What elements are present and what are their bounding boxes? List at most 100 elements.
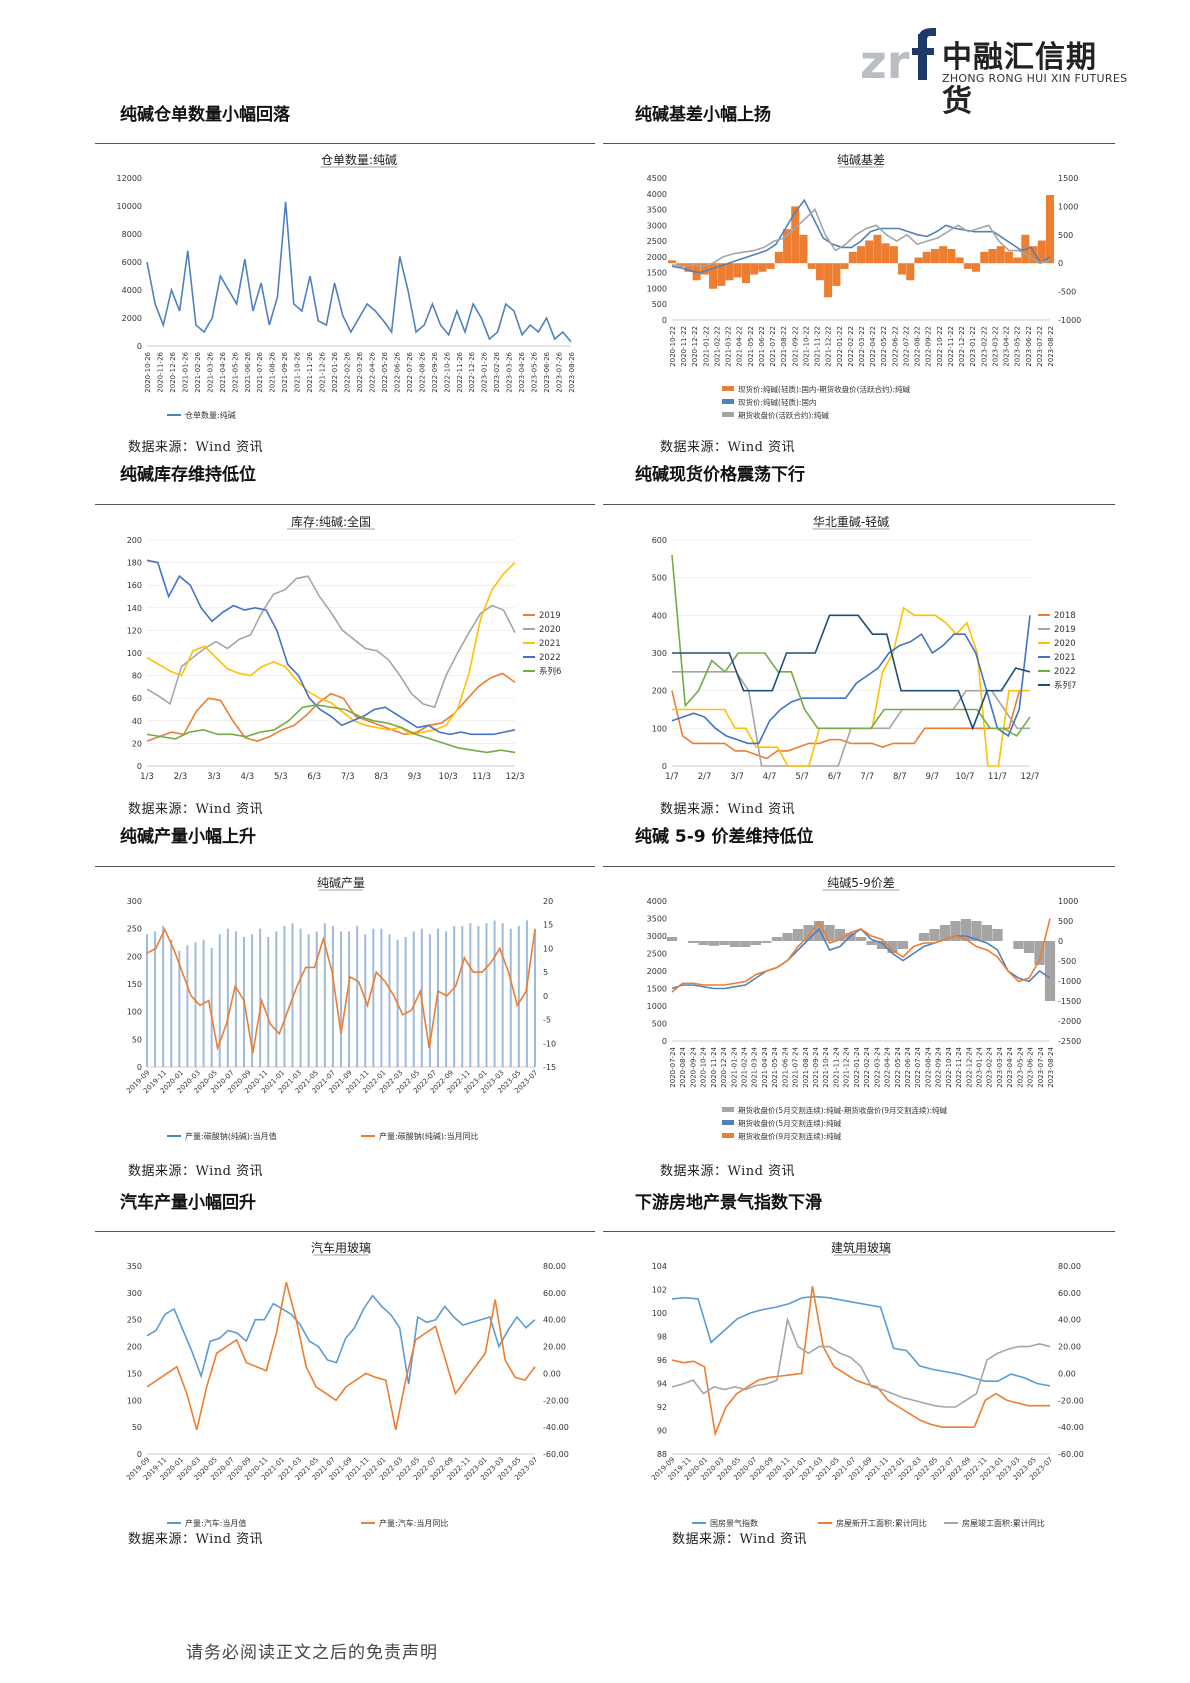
y2-tick-label: -1000 (1058, 977, 1081, 986)
area-bar (667, 260, 677, 264)
x-tick-label: 2022-10-22 (936, 326, 944, 367)
bar (291, 923, 294, 1067)
y2-tick-label: 80.00 (1058, 1262, 1081, 1271)
x-tick-label: 2021-03-24 (751, 1046, 759, 1087)
y-tick-label: 120 (127, 626, 142, 635)
x-tick-label: 2022-03-26 (356, 351, 364, 392)
y2-tick-label: 60.00 (543, 1289, 566, 1298)
x-tick-label: 2021-06-24 (781, 1046, 789, 1087)
x-tick-label: 2022-09-24 (935, 1046, 943, 1087)
y-tick-label: 1500 (647, 985, 667, 994)
area-bar (792, 929, 804, 941)
area-bar (766, 263, 775, 269)
x-tick-label: 2020-10-24 (700, 1046, 708, 1087)
chart-container: 库存:纯碱:全国 0 20 40 60 80 100 120 140 160 180 200 1/3 2/… (105, 510, 585, 786)
y-tick-label: 200 (127, 952, 142, 961)
x-tick-label: 7/3 (341, 772, 355, 782)
y-tick-label: 4000 (647, 190, 667, 199)
x-tick-label: 11/3 (472, 772, 491, 782)
logo-mark-f-stem (918, 34, 927, 80)
data-source-note: 数据来源：Wind 资讯 (128, 440, 264, 455)
legend-label: 产量:碳酸钠(纯碱):当月值 (185, 1131, 277, 1141)
area-bar (708, 941, 720, 946)
x-tick-label: 2021-01-24 (730, 1046, 738, 1087)
area-bar (832, 263, 841, 286)
x-tick-label: 2022-05-24 (894, 1046, 902, 1087)
x-tick-label: 2022-01-26 (331, 351, 339, 392)
disclaimer-footer: 请务必阅读正文之后的免责声明 (186, 1643, 438, 1663)
x-tick-label: 12/3 (505, 772, 524, 782)
y-tick-label: 2000 (647, 967, 667, 976)
x-tick-label: 2022-02-24 (863, 1046, 871, 1087)
area-bar (758, 263, 767, 272)
x-tick-label: 2022-03-22 (858, 326, 866, 367)
x-tick-label: 2020-11-22 (680, 326, 688, 367)
data-source-note: 数据来源：Wind 资讯 (128, 802, 264, 817)
area-bar (783, 229, 792, 264)
bar (493, 920, 496, 1067)
area-bar (1044, 941, 1056, 1001)
bar (307, 934, 310, 1067)
legend-swatch (722, 399, 734, 404)
y-tick-label: 20 (132, 739, 142, 748)
x-tick-label: 2/3 (174, 772, 188, 782)
area-bar (873, 234, 882, 264)
y-tick-label: 100 (127, 1396, 142, 1405)
area-bar (729, 941, 741, 947)
data-source-note: 数据来源：Wind 资讯 (128, 1164, 264, 1179)
area-bar (980, 251, 989, 264)
y-tick-label: 40 (132, 717, 142, 726)
y2-tick-label: 0 (1058, 937, 1063, 946)
x-tick-label: 12/7 (1020, 772, 1039, 782)
legend-label: 房屋竣工面积:累计同比 (962, 1518, 1045, 1528)
section-rule (95, 866, 595, 867)
bar (501, 923, 504, 1067)
chart-title: 纯碱5-9价差 (827, 876, 895, 890)
bar (259, 928, 262, 1067)
y-tick-label: 0 (137, 762, 142, 771)
section-title: 纯碱基差小幅上扬 (635, 105, 771, 125)
area-bar (881, 243, 890, 264)
area-bar (761, 941, 772, 943)
area-bar (807, 263, 816, 269)
legend-label: 产量:碳酸钠(纯碱):当月同比 (379, 1131, 479, 1141)
x-tick-label: 2022-10-24 (945, 1046, 953, 1087)
x-tick-label: 2022-01-24 (853, 1046, 861, 1087)
x-tick-label: 2022-01-22 (836, 326, 844, 367)
series-line (671, 1295, 1051, 1387)
area-bar (1013, 941, 1024, 949)
x-tick-label: 2021-08-26 (269, 351, 277, 392)
bar (331, 925, 334, 1067)
area-bar (906, 263, 915, 281)
y-tick-label: 98 (657, 1333, 667, 1342)
series-line (672, 614, 1031, 731)
x-tick-label: 2023-06-22 (1025, 326, 1033, 367)
x-tick-label: 2023-06-24 (1027, 1046, 1035, 1087)
series-line (671, 554, 1031, 737)
y-tick-label: 80 (132, 672, 142, 681)
bar (437, 928, 439, 1067)
legend-label: 房屋新开工面积:累计同比 (836, 1518, 927, 1528)
area-bar (955, 257, 964, 264)
area-bar (918, 933, 930, 941)
x-tick-label: 2021-10-24 (822, 1046, 830, 1087)
area-bar (981, 925, 993, 941)
legend-label: 国房景气指数 (710, 1518, 758, 1528)
y-tick-label: 1000 (647, 1002, 667, 1011)
x-tick-label: 2021-06-26 (244, 351, 252, 392)
brand-logo: zr 中融汇信期货 ZHONG RONG HUI XIN FUTURES (860, 26, 1127, 119)
y-tick-label: 4500 (647, 174, 667, 183)
bar (509, 928, 512, 1067)
x-tick-label: 2022-06-26 (393, 351, 401, 392)
logo-mark-f-hook (918, 28, 936, 40)
legend-label: 2019 (539, 611, 561, 621)
legend-label: 2020 (539, 625, 561, 635)
series-line (671, 615, 1031, 745)
y-tick-label: 500 (652, 1020, 667, 1029)
x-tick-label: 2021-04-26 (219, 351, 227, 392)
bar (517, 925, 520, 1067)
x-tick-label: 2021-07-22 (769, 326, 777, 367)
section-title: 纯碱现货价格震荡下行 (635, 465, 805, 485)
x-tick-label: 10/3 (439, 772, 458, 782)
y-tick-label: 3500 (647, 206, 667, 215)
